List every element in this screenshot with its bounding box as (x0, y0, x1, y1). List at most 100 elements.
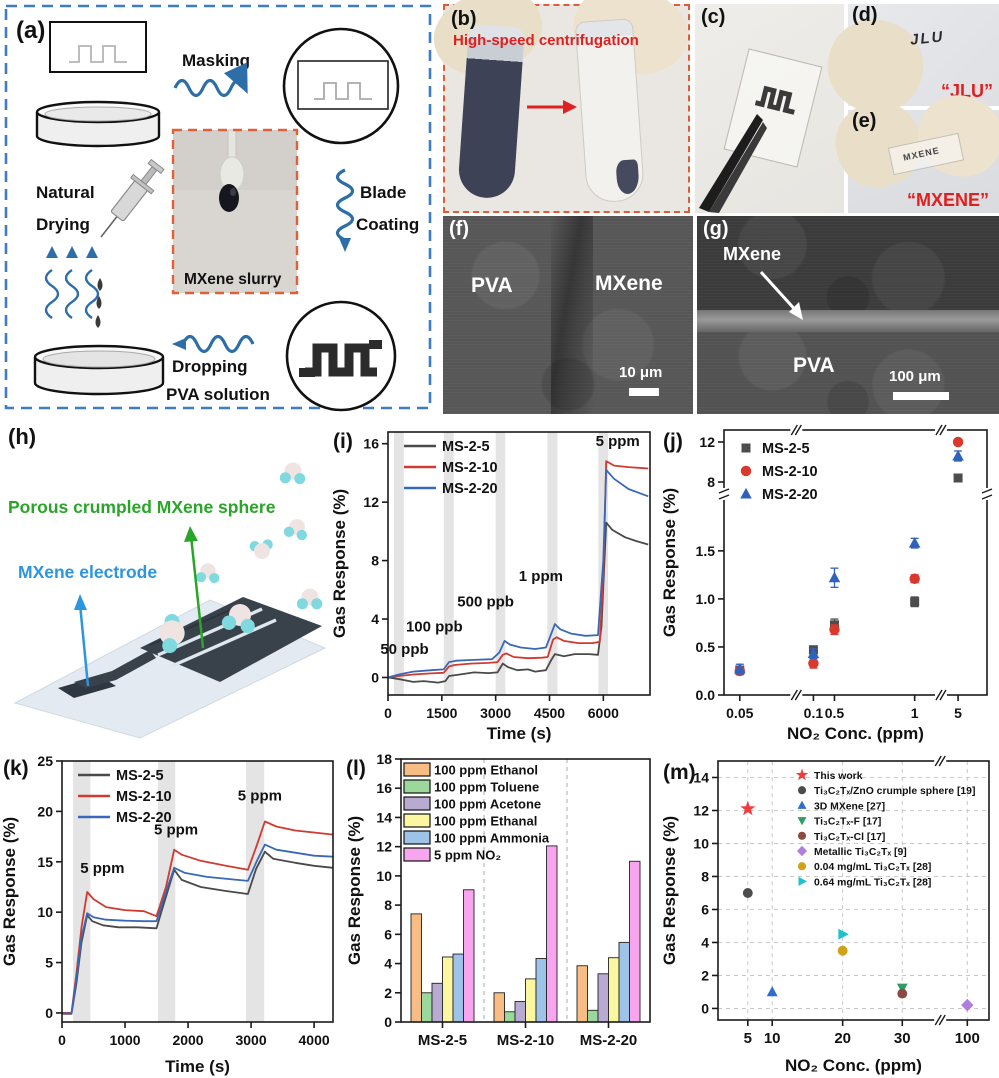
panel-e-label: (e) (852, 110, 877, 132)
svg-text:MS-2-10: MS-2-10 (442, 460, 498, 476)
svg-text:(i): (i) (333, 430, 353, 453)
svg-text:(m): (m) (663, 761, 696, 784)
sphere-pointer-line (189, 535, 205, 649)
svg-text:14: 14 (693, 769, 709, 785)
tweezers-icon (699, 114, 767, 213)
svg-text:MS-2-10: MS-2-10 (762, 464, 818, 480)
svg-text:100: 100 (955, 1030, 980, 1047)
scale-bar-text: 10 μm (619, 364, 663, 381)
mask-sheet-icon (49, 21, 147, 73)
electrode-label: MXene electrode (18, 562, 157, 582)
chart-j-concentration-response: 0.0 0.5 1.0 1.5 8 12 0.05 0.1 0.5 1 5 MS-2-5 MS-2-10… (660, 418, 999, 745)
svg-text:0: 0 (384, 1014, 392, 1030)
svg-text:10: 10 (376, 868, 392, 884)
panel-h-drawing: (h) Porous cru (8, 424, 327, 739)
svg-text:5 ppm: 5 ppm (596, 433, 640, 450)
handwritten-text: JLU (909, 28, 946, 49)
svg-text:14: 14 (376, 809, 392, 825)
electrode-pointer-line (78, 603, 90, 687)
coating-label: Coating (356, 215, 419, 234)
chart-m-comparison: 0 2 4 6 8 10 12 14 5 10 20 30 100 This work Ti₃C₂Tₓ/Zn… (660, 745, 999, 1078)
panel-b-photo: (b) High-speed centrifugation (423, 0, 696, 213)
blade-coating-arrowhead-icon (339, 238, 351, 252)
panel-a-drawing: (a) Masking B (4, 4, 432, 412)
sphere-pointer-arrowhead-icon (184, 526, 198, 542)
syringe-icon (100, 158, 165, 238)
svg-text:0.04 mg/mL Ti₃C₂Tₓ [28]: 0.04 mg/mL Ti₃C₂Tₓ [28] (814, 862, 931, 873)
panel-h-schematic: (h) Porous cru (0, 418, 330, 745)
pva-solution-label: PVA solution (166, 385, 270, 404)
svg-text:4: 4 (371, 611, 379, 627)
svg-text:16: 16 (376, 780, 392, 796)
svg-text:2000: 2000 (172, 1032, 203, 1048)
svg-text:3D MXene [27]: 3D MXene [27] (814, 801, 885, 812)
svg-text:15: 15 (37, 854, 53, 870)
panel-b-label: (b) (451, 8, 477, 30)
svg-text:5: 5 (954, 705, 962, 721)
svg-text:30: 30 (894, 1030, 911, 1047)
svg-text:0: 0 (371, 669, 379, 685)
svg-text:12: 12 (363, 494, 379, 510)
svg-text:Gas Response (%): Gas Response (%) (660, 488, 679, 637)
blade-coating-arrow-icon (335, 168, 355, 242)
svg-text:6: 6 (701, 901, 709, 917)
scale-bar (893, 392, 949, 400)
svg-text:This work: This work (814, 771, 863, 782)
slurry-caption: MXene slurry (184, 271, 282, 288)
sem-mxene-streak (697, 310, 999, 332)
svg-text:NO₂ Conc. (ppm): NO₂ Conc. (ppm) (785, 1056, 922, 1075)
interdigitated-electrode (58, 597, 322, 698)
svg-text:25: 25 (37, 753, 53, 769)
panel-a-border (4, 4, 432, 410)
svg-text:0.05: 0.05 (726, 705, 753, 721)
svg-text:100 ppm Ethanal: 100 ppm Ethanal (434, 814, 537, 829)
svg-text:1: 1 (911, 705, 919, 721)
svg-text:Gas Response (%): Gas Response (%) (0, 817, 19, 966)
svg-text:0: 0 (384, 705, 392, 721)
svg-text:1.5: 1.5 (696, 543, 716, 559)
drying-wave-arrowheads-icon (46, 246, 98, 258)
svg-text:4: 4 (384, 956, 392, 972)
svg-text:(k): (k) (3, 757, 29, 780)
masking-arrow-icon (173, 62, 248, 98)
blade-label: Blade (360, 183, 406, 202)
svg-text:16: 16 (363, 436, 379, 452)
svg-text:12: 12 (693, 802, 709, 818)
svg-text:Gas Response (%): Gas Response (%) (330, 489, 349, 638)
svg-text:5 ppm: 5 ppm (154, 822, 198, 839)
drying-waves-icon (44, 269, 100, 319)
svg-text:2: 2 (701, 967, 709, 983)
chart-i-dynamic-response: 0 1500 3000 4500 6000 0 4 8 12 16 Time (s) Gas Resp… (330, 418, 660, 745)
sphere-label: Porous crumpled MXene sphere (8, 497, 276, 517)
svg-text:5 ppm: 5 ppm (238, 787, 282, 804)
svg-text:MS-2-10: MS-2-10 (116, 789, 172, 805)
svg-text:(l): (l) (346, 757, 366, 780)
svg-text:MS-2-5: MS-2-5 (418, 1032, 467, 1049)
panel-c-label: (c) (701, 6, 726, 28)
svg-text:1 ppm: 1 ppm (519, 568, 563, 585)
svg-text:4: 4 (701, 934, 709, 950)
svg-text:MS-2-5: MS-2-5 (116, 768, 164, 784)
gas-molecules (159, 462, 323, 654)
svg-text:20: 20 (834, 1030, 851, 1047)
svg-text:Ti₃C₂Tₓ/ZnO crumple sphere [19: Ti₃C₂Tₓ/ZnO crumple sphere [19] (814, 786, 975, 797)
pva-region-label: PVA (471, 274, 513, 297)
svg-text:MS-2-5: MS-2-5 (442, 439, 490, 455)
panel-a-schematic: (a) Masking B (0, 0, 440, 416)
svg-text:0: 0 (58, 1032, 66, 1048)
svg-text:4500: 4500 (534, 705, 565, 721)
panel-g-sem: (g) MXene PVA 100 μm (697, 216, 999, 414)
sem-top-region (697, 216, 999, 312)
svg-text:0.5: 0.5 (696, 639, 716, 655)
scale-bar (629, 388, 659, 396)
svg-text:10: 10 (764, 1030, 781, 1047)
white-arrow-icon (759, 270, 803, 320)
printed-electrode-icon (754, 85, 795, 115)
petri-dish-pva-icon (33, 344, 165, 396)
electrode-pointer-arrowhead-icon (74, 594, 87, 610)
panel-d-label: (d) (852, 4, 878, 26)
svg-text:12: 12 (699, 434, 715, 450)
svg-text:100 ppm Acetone: 100 ppm Acetone (434, 797, 541, 812)
svg-text:0: 0 (701, 1000, 709, 1016)
svg-text:5: 5 (45, 955, 53, 971)
